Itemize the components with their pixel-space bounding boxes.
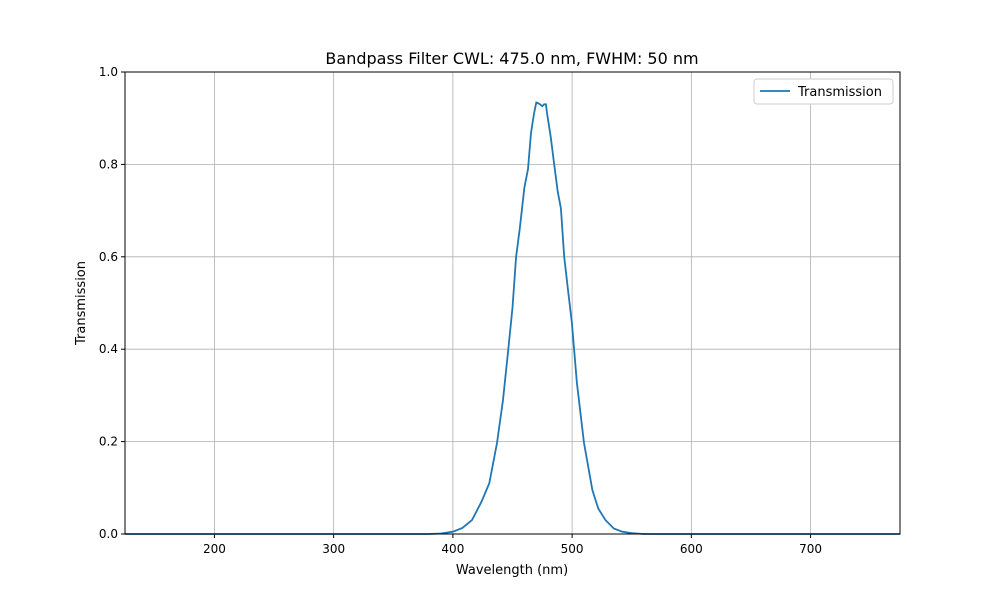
- x-tick-label: 700: [799, 542, 822, 556]
- ticks: 200 300 400 500 600 700 0.0 0.2 0.4 0.6 0.8 1.0: [99, 65, 822, 556]
- legend: Transmission: [753, 78, 894, 105]
- y-tick-label: 0.6: [99, 250, 118, 264]
- x-tick-label: 400: [441, 542, 464, 556]
- chart-title: Bandpass Filter CWL: 475.0 nm, FWHM: 50 …: [325, 49, 698, 68]
- series-line-transmission: [125, 101, 900, 535]
- x-tick-label: 300: [322, 542, 345, 556]
- x-tick-label: 500: [561, 542, 584, 556]
- legend-box: [753, 78, 894, 105]
- y-tick-label: 0.2: [99, 435, 118, 449]
- y-tick-label: 0.8: [99, 157, 118, 171]
- y-tick-label: 0.0: [99, 527, 118, 541]
- plot-frame: [124, 71, 901, 535]
- x-axis-label: Wavelength (nm): [456, 563, 568, 578]
- x-tick-label: 200: [203, 542, 226, 556]
- legend-label: Transmission: [797, 85, 882, 100]
- y-tick-label: 0.4: [99, 342, 118, 356]
- y-tick-label: 1.0: [99, 65, 118, 79]
- x-tick-label: 600: [680, 542, 703, 556]
- y-axis-label: Transmission: [74, 261, 89, 346]
